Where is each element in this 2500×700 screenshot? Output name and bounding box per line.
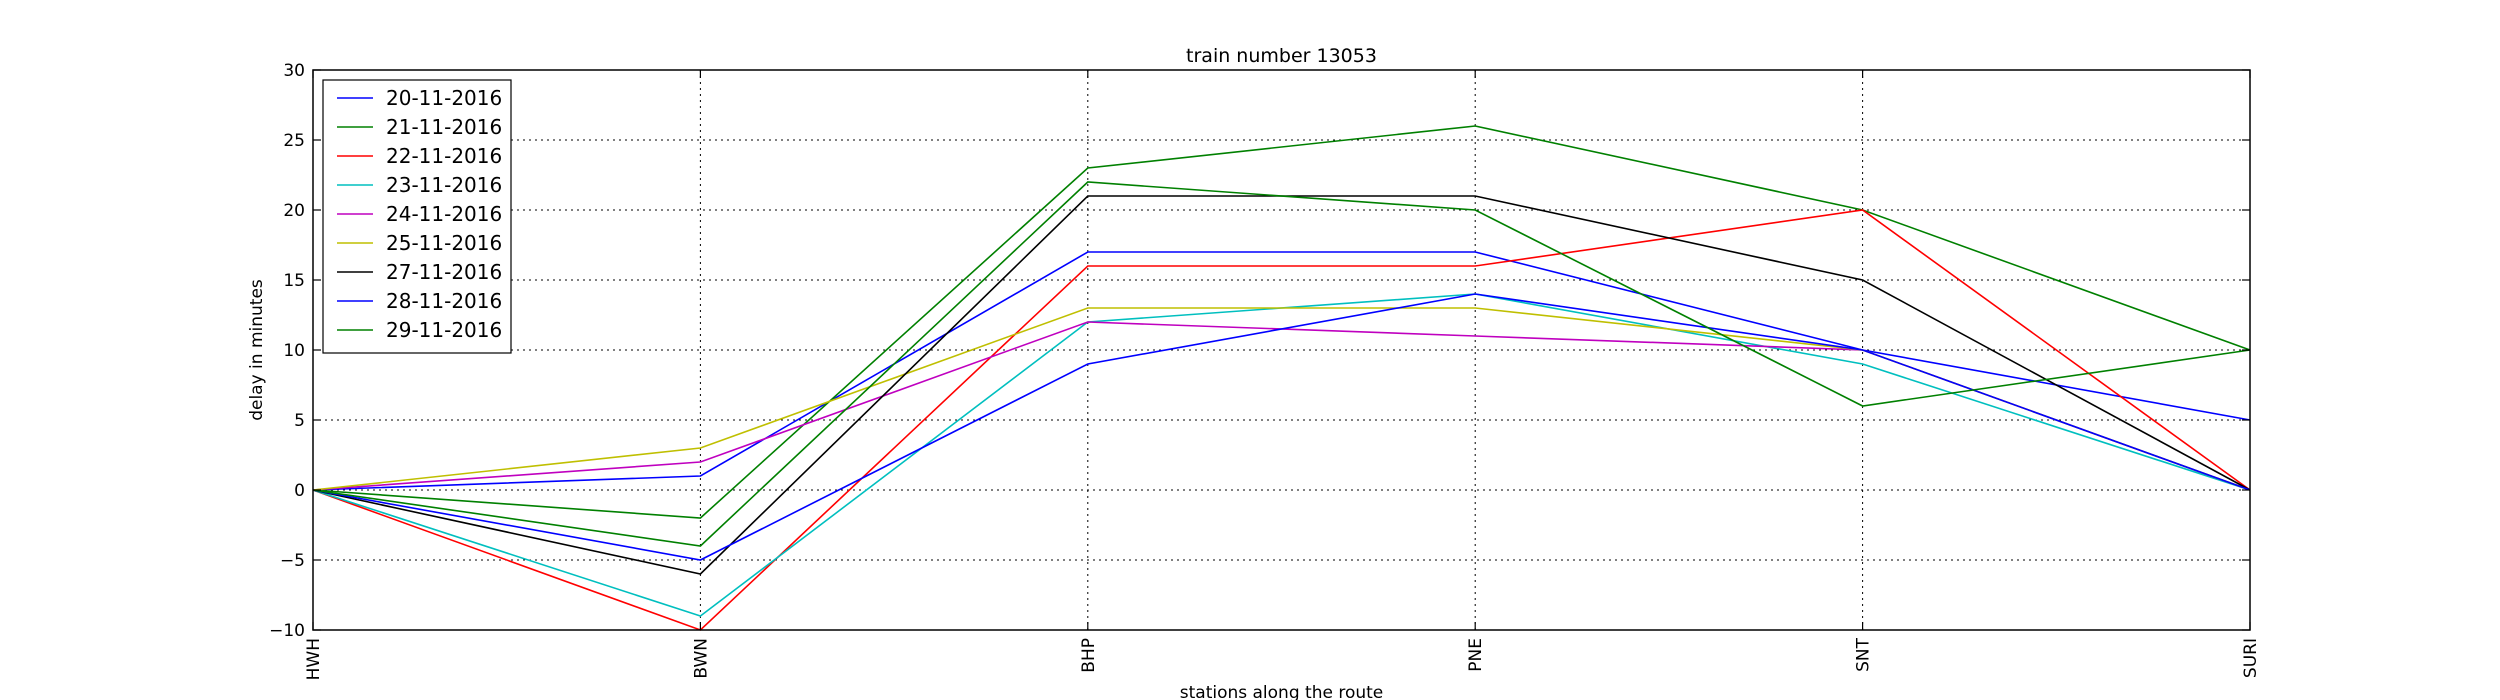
legend: 20-11-2016 21-11-2016 22-11-2016 23-11-2016…: [322, 79, 512, 354]
y-tick-label: 0: [294, 481, 305, 501]
x-tick-label-SURI: SURI: [2241, 638, 2261, 678]
grid: [313, 70, 2250, 630]
legend-label: 27-11-2016: [386, 260, 502, 284]
x-axis: HWH BWN BHP PNE SNT SURI: [304, 70, 2261, 680]
legend-label: 20-11-2016: [386, 86, 502, 110]
x-tick-label-BWN: BWN: [691, 638, 711, 679]
y-axis-label: delay in minutes: [247, 279, 267, 421]
legend-label: 24-11-2016: [386, 202, 502, 226]
y-axis: −10 −5 0 5 10 15 20 25 30: [269, 61, 2250, 641]
legend-label: 22-11-2016: [386, 144, 502, 168]
y-tick-label: 5: [294, 411, 305, 431]
y-tick-label: 15: [283, 271, 305, 291]
legend-label: 28-11-2016: [386, 289, 502, 313]
legend-label: 21-11-2016: [386, 115, 502, 139]
x-axis-label: stations along the route: [1180, 683, 1384, 700]
legend-box: [322, 79, 512, 354]
series-line-21-11-2016: [312, 125, 2251, 519]
legend-label: 23-11-2016: [386, 173, 502, 197]
chart-title: train number 13053: [1186, 45, 1377, 67]
series-line-20-11-2016: [312, 251, 2251, 491]
x-tick-label-HWH: HWH: [304, 638, 324, 680]
y-tick-label: 20: [283, 201, 305, 221]
series-lines: [312, 125, 2251, 631]
series-line-28-11-2016: [312, 293, 2251, 561]
series-line-22-11-2016: [312, 209, 2251, 631]
x-tick-label-BHP: BHP: [1079, 638, 1099, 673]
legend-label: 29-11-2016: [386, 318, 502, 342]
y-tick-label: −10: [269, 621, 305, 641]
y-tick-label: 30: [283, 61, 305, 81]
x-tick-label-PNE: PNE: [1466, 638, 1486, 672]
y-tick-label: 10: [283, 341, 305, 361]
x-tick-label-SNT: SNT: [1854, 637, 1874, 672]
series-line-29-11-2016: [312, 181, 2251, 547]
y-tick-label: −5: [280, 551, 305, 571]
legend-label: 25-11-2016: [386, 231, 502, 255]
y-tick-label: 25: [283, 131, 305, 151]
